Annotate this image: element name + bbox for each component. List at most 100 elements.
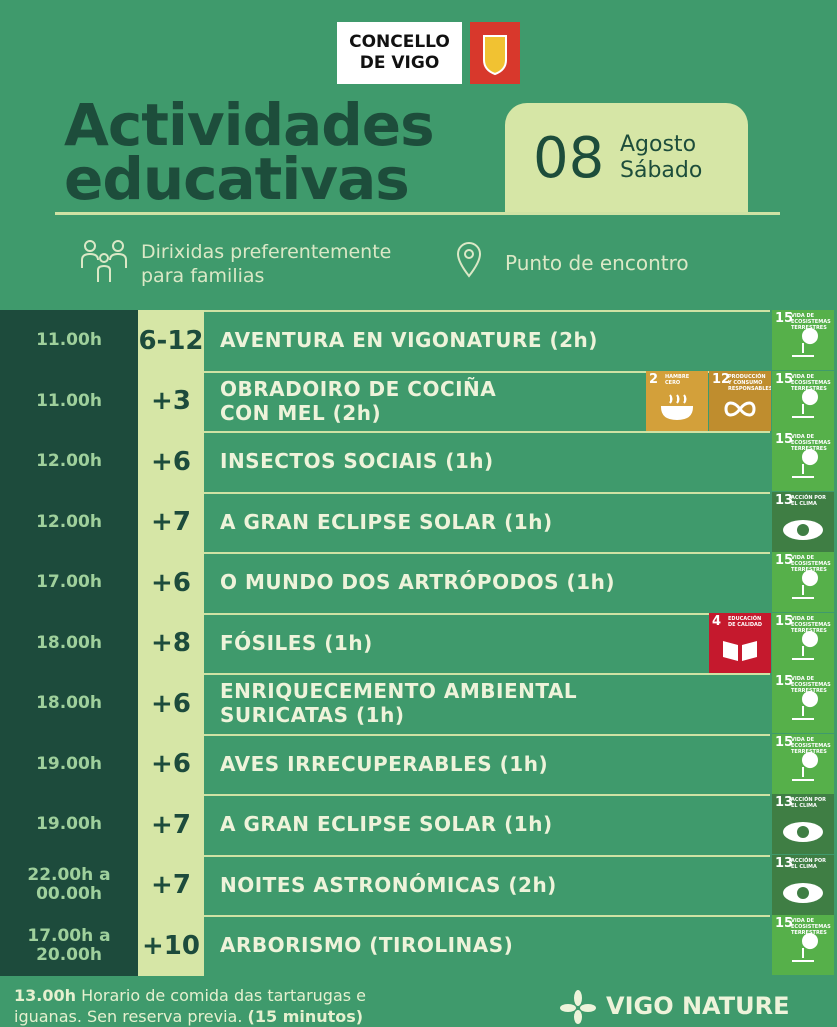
time: 22.00h a 00.00h (0, 854, 138, 916)
date-month: Agosto (620, 132, 697, 157)
sdg-badge: 15 VIDA DE ECOSISTEMAS TERRESTRES (772, 431, 834, 491)
activity-line: A GRAN ECLIPSE SOLAR (1h) (220, 812, 553, 836)
sdg-label: VIDA DE ECOSISTEMAS TERRESTRES (791, 434, 831, 452)
schedule-row: 19.00h +7 A GRAN ECLIPSE SOLAR (1h) 13 ACCIÓ… (0, 794, 837, 855)
activity-line: ENRIQUECEMENTO AMBIENTAL (220, 679, 578, 703)
time-line: 17.00h (36, 572, 102, 592)
age: +6 (138, 431, 204, 492)
time-line: 12.00h (36, 451, 102, 471)
activity-line: OBRADOIRO DE COCIÑA (220, 376, 497, 401)
sdg-icon (792, 449, 818, 478)
time-line: 11.00h (36, 330, 102, 350)
title-line: educativas (64, 145, 410, 213)
sdg-number: 15 (775, 916, 794, 931)
age: +7 (138, 854, 204, 916)
time-line: 12.00h (36, 511, 102, 532)
time: 12.00h (0, 431, 138, 492)
activity: AVES IRRECUPERABLES (1h) (204, 733, 770, 792)
sdg-number: 15 (775, 371, 794, 387)
sdg-number: 13 (775, 795, 794, 810)
sdg-icon (783, 519, 823, 540)
time: 19.00h (0, 794, 138, 855)
time-line: 19.00h (36, 814, 102, 834)
sdg-label: VIDA DE ECOSISTEMAS TERRESTRES (791, 676, 831, 694)
sdg-label: ACCIÓN POR EL CLIMA (791, 857, 827, 870)
sdg-badge: 15 VIDA DE ECOSISTEMAS TERRESTRES (772, 552, 834, 612)
age: +6 (138, 673, 204, 734)
activity-line: NOITES ASTRONÓMICAS (2h) (220, 872, 557, 897)
age: +7 (138, 491, 204, 553)
pin-icon (456, 242, 482, 278)
time-line: 18.00h (36, 632, 102, 653)
activity: FÓSILES (1h) (204, 612, 770, 671)
sdg-number: 15 (775, 432, 794, 447)
family-icon (81, 240, 127, 282)
activity-line: INSECTOS SOCIAIS (1h) (220, 449, 494, 473)
sdg-label: VIDA DE ECOSISTEMAS TERRESTRES (791, 615, 831, 634)
title: Actividades educativas (64, 96, 435, 213)
age: +3 (138, 370, 204, 432)
sdg-badge: 15 VIDA DE ECOSISTEMAS TERRESTRES (772, 370, 834, 431)
activity-line: A GRAN ECLIPSE SOLAR (1h) (220, 509, 553, 534)
logo: CONCELLO DE VIGO (337, 22, 462, 84)
time-line: 19.00h (36, 753, 102, 774)
time-line: 20.00h (36, 944, 102, 965)
sdg-icon (783, 882, 823, 903)
sdg-icon (660, 393, 694, 420)
sdg-label: VIDA DE ECOSISTEMAS TERRESTRES (791, 918, 831, 936)
sdg-label: EDUCACIÓN DE CALIDAD (728, 615, 763, 628)
schedule-row: 11.00h 6-12 AVENTURA EN VIGONATURE (2h) 15 V… (0, 310, 837, 371)
activity-line: AVENTURA EN VIGONATURE (2h) (220, 328, 598, 352)
sdg-label: VIDA DE ECOSISTEMAS TERRESTRES (791, 313, 831, 331)
sdg-label: ACCIÓN POR EL CLIMA (791, 494, 827, 507)
sdg-icon (792, 933, 818, 962)
schedule-row: 18.00h +6 ENRIQUECEMENTO AMBIENTAL SURICATA… (0, 673, 837, 734)
age: +10 (138, 915, 204, 976)
schedule-row: 12.00h +6 INSECTOS SOCIAIS (1h) 15 VIDA DE E… (0, 431, 837, 492)
sdg-number: 15 (775, 613, 794, 629)
sdg-icon (792, 570, 818, 599)
time-line: 18.00h (36, 693, 102, 713)
sdg-number: 15 (775, 734, 794, 750)
sdg-icon (792, 630, 818, 660)
time: 11.00h (0, 370, 138, 432)
time: 18.00h (0, 612, 138, 674)
time-line: 17.00h a (27, 925, 111, 946)
activity: ENRIQUECEMENTO AMBIENTAL SURICATAS (1h) (204, 673, 770, 731)
brand: VIGO NATURE (606, 992, 790, 1020)
note-time: 13.00h (14, 986, 76, 1005)
date-weekday: Sábado (620, 158, 703, 183)
note-duration: (15 minutos) (247, 1007, 364, 1026)
time: 17.00h a 20.00h (0, 915, 138, 976)
sdg-label: PRODUCCIÓN Y CONSUMO RESPONSABLES (728, 373, 771, 392)
activity: INSECTOS SOCIAIS (1h) (204, 431, 770, 489)
logo-line: DE VIGO (359, 53, 440, 73)
sdg-number: 13 (775, 855, 794, 871)
sdg-badge: 15 VIDA DE ECOSISTEMAS TERRESTRES (772, 612, 834, 673)
sdg-badge: 2 HAMBRE CERO (646, 370, 708, 431)
sdg-badge: 15 VIDA DE ECOSISTEMAS TERRESTRES (772, 733, 834, 794)
activity: A GRAN ECLIPSE SOLAR (1h) (204, 794, 770, 852)
sdg-number: 15 (775, 311, 794, 326)
schedule-row: 12.00h +7 A GRAN ECLIPSE SOLAR (1h) 13 ACCIÓ… (0, 491, 837, 553)
sdg-badge: 13 ACCIÓN POR EL CLIMA (772, 491, 834, 552)
audience-line: Dirixidas preferentemente (141, 241, 392, 263)
sdg-label: VIDA DE ECOSISTEMAS TERRESTRES (791, 555, 831, 573)
time-line: 22.00h a (27, 865, 111, 885)
time-line: 11.00h (36, 390, 102, 411)
date-day: 08 (533, 126, 605, 191)
activity: ARBORISMO (TIROLINAS) (204, 915, 770, 973)
logo-line: CONCELLO (349, 32, 450, 52)
audience: Dirixidas preferentemente para familias (141, 240, 391, 288)
age: +6 (138, 552, 204, 613)
activity-line: AVES IRRECUPERABLES (1h) (220, 751, 549, 776)
audience-line: para familias (141, 265, 265, 287)
note-text: Horario de comida das tartarugas e iguan… (14, 986, 367, 1026)
sdg-badge: 12 PRODUCCIÓN Y CONSUMO RESPONSABLES (709, 370, 771, 431)
sdg-icon (792, 328, 818, 357)
schedule-row: 17.00h a 20.00h +10 ARBORISMO (TIROLINAS) 15… (0, 915, 837, 976)
sdg-badge: 4 EDUCACIÓN DE CALIDAD (709, 612, 771, 673)
activity: A GRAN ECLIPSE SOLAR (1h) (204, 491, 770, 550)
